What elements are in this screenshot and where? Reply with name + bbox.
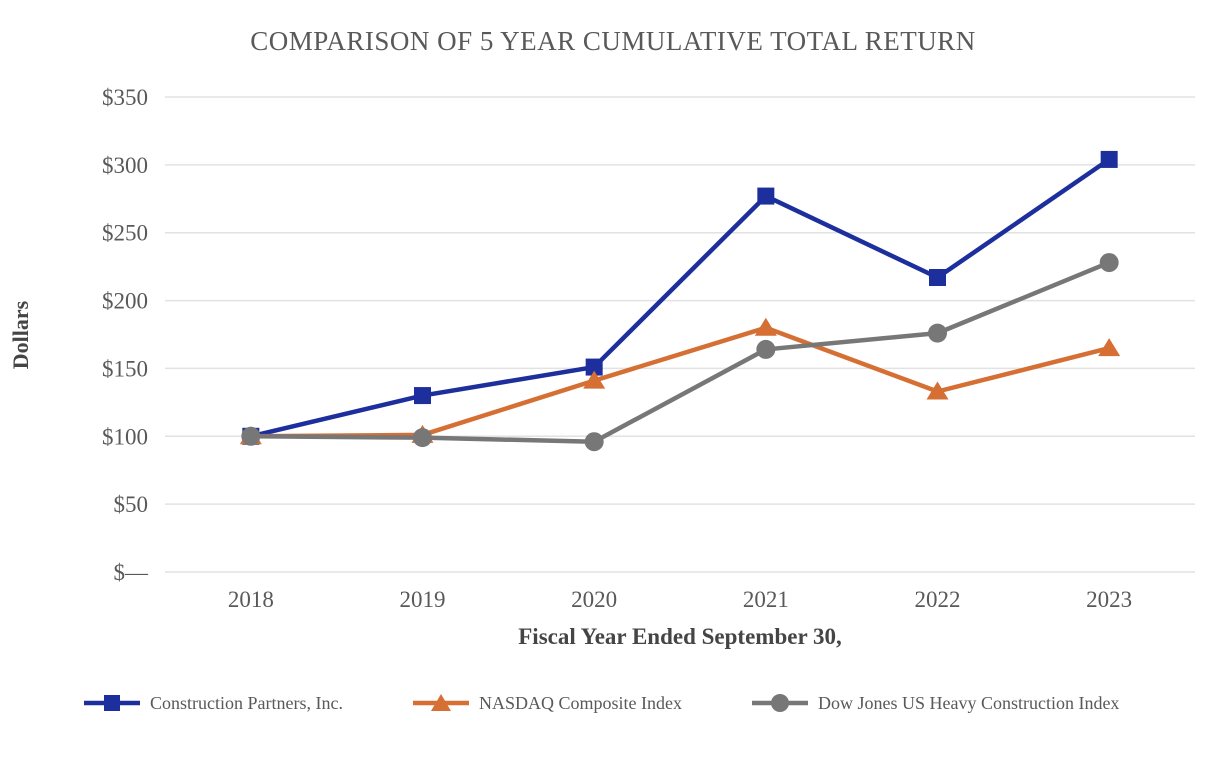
legend-label: Construction Partners, Inc. <box>150 692 343 713</box>
legend-item-dow-jones-heavy-construction: Dow Jones US Heavy Construction Index <box>751 692 1120 714</box>
y-tick-label: $250 <box>102 221 148 246</box>
series-nasdaq-composite-index <box>239 317 1121 445</box>
legend: Construction Partners, Inc. NASDAQ Compo… <box>84 692 1119 714</box>
y-tick-label: $100 <box>102 424 148 449</box>
triangle-marker-icon <box>412 692 469 714</box>
series-construction-partners-inc <box>242 150 1118 445</box>
legend-item-construction-partners: Construction Partners, Inc. <box>84 692 343 714</box>
legend-label: NASDAQ Composite Index <box>478 692 682 713</box>
square-marker-icon <box>84 692 140 714</box>
circle-marker-icon <box>751 692 808 714</box>
x-tick-label: 2023 <box>1086 587 1132 612</box>
x-tick-label: 2020 <box>571 587 617 612</box>
y-tick-label: $— <box>114 560 150 585</box>
y-tick-labels: $350 $300 $250 $200 $150 $100 $50 $— <box>102 85 149 585</box>
x-tick-label: 2019 <box>400 587 446 612</box>
series-dow-jones-us-heavy-construction-index <box>241 253 1119 452</box>
y-tick-label: $150 <box>102 356 148 381</box>
legend-item-nasdaq-composite: NASDAQ Composite Index <box>412 692 682 714</box>
y-tick-label: $300 <box>102 153 148 178</box>
chart-title: COMPARISON OF 5 YEAR CUMULATIVE TOTAL RE… <box>250 26 976 56</box>
legend-label: Dow Jones US Heavy Construction Index <box>817 692 1120 713</box>
gridlines <box>165 96 1195 573</box>
y-axis-title: Dollars <box>8 300 33 370</box>
plot-area: $350 $300 $250 $200 $150 $100 $50 $— 2018 2019 202… <box>102 85 1195 612</box>
x-tick-label: 2022 <box>915 587 961 612</box>
x-tick-labels: 2018 2019 2020 2021 2022 2023 <box>228 587 1132 612</box>
y-tick-label: $350 <box>102 85 148 110</box>
x-tick-label: 2018 <box>228 587 274 612</box>
x-tick-label: 2021 <box>743 587 789 612</box>
x-axis-title: Fiscal Year Ended September 30, <box>518 624 842 649</box>
y-tick-label: $50 <box>114 492 149 517</box>
y-tick-label: $200 <box>102 289 148 314</box>
